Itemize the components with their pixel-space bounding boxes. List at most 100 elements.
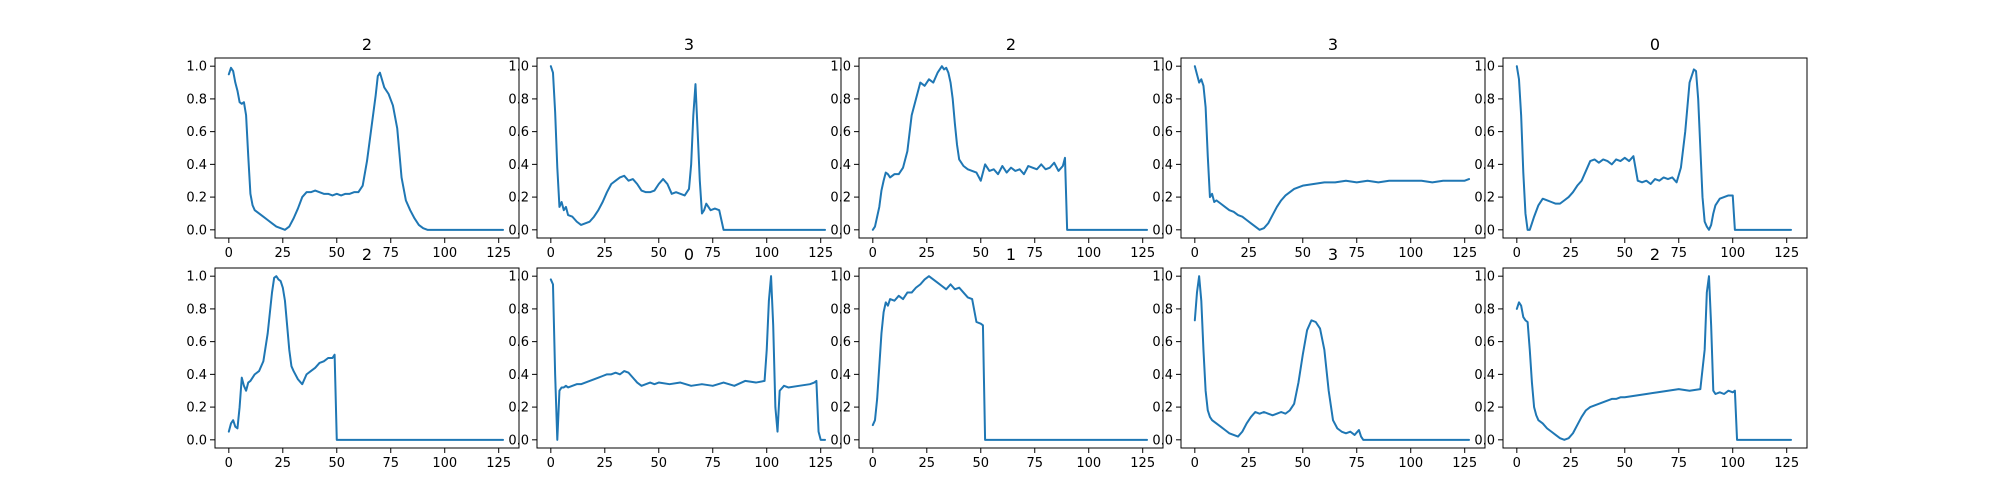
y-tick-label: 0.2 bbox=[1152, 191, 1173, 206]
x-tick-label: 75 bbox=[1348, 246, 1365, 261]
subplot-4: 3 0 25 50 75 100 125 0.0 0.2 0.4 0.6 0.8 1.0 bbox=[1152, 35, 1486, 261]
series-line bbox=[1193, 65, 1471, 231]
x-tick-label: 0 bbox=[1191, 456, 1199, 471]
series-line bbox=[227, 66, 505, 231]
x-tick-label: 0 bbox=[547, 246, 555, 261]
x-tick-label: 100 bbox=[754, 246, 779, 261]
series-line bbox=[227, 275, 505, 441]
x-tick-label: 50 bbox=[972, 456, 989, 471]
x-tick-label: 0 bbox=[869, 456, 877, 471]
x-tick-label: 25 bbox=[1241, 456, 1258, 471]
y-tick-label: 0.8 bbox=[830, 302, 851, 317]
x-tick-label: 100 bbox=[432, 456, 457, 471]
y-tick-label: 0.6 bbox=[830, 335, 851, 350]
x-tick-label: 0 bbox=[1513, 246, 1521, 261]
y-tick-label: 0.0 bbox=[830, 433, 851, 448]
y-tick-label: 0.6 bbox=[508, 125, 529, 140]
x-tick-label: 50 bbox=[328, 456, 345, 471]
x-tick-label: 75 bbox=[704, 456, 721, 471]
x-tick-label: 50 bbox=[328, 246, 345, 261]
x-tick-label: 50 bbox=[1616, 246, 1633, 261]
axes-frame bbox=[858, 57, 1164, 239]
x-tick-label: 100 bbox=[1720, 246, 1745, 261]
axes-frame bbox=[858, 267, 1164, 449]
subplot-title: 3 bbox=[1328, 245, 1338, 264]
y-tick-label: 1.0 bbox=[186, 60, 207, 75]
x-tick-label: 125 bbox=[808, 456, 833, 471]
series-line bbox=[871, 275, 1149, 441]
x-tick-label: 25 bbox=[275, 456, 292, 471]
y-tick-label: 0.6 bbox=[1152, 335, 1173, 350]
y-tick-label: 0.2 bbox=[830, 401, 851, 416]
axes-frame bbox=[536, 57, 842, 239]
x-tick-label: 100 bbox=[754, 456, 779, 471]
y-tick-label: 1.0 bbox=[1152, 270, 1173, 285]
y-tick-label: 0.0 bbox=[186, 223, 207, 238]
x-tick-label: 125 bbox=[808, 246, 833, 261]
subplot-title: 2 bbox=[1006, 35, 1016, 54]
x-tick-label: 125 bbox=[486, 246, 511, 261]
y-tick-label: 1.0 bbox=[830, 60, 851, 75]
y-tick-label: 0.8 bbox=[1474, 302, 1495, 317]
y-tick-label: 0.0 bbox=[508, 433, 529, 448]
axes-frame bbox=[214, 57, 520, 239]
x-tick-label: 125 bbox=[1452, 246, 1477, 261]
x-tick-label: 50 bbox=[650, 456, 667, 471]
x-tick-label: 100 bbox=[1076, 246, 1101, 261]
y-tick-label: 0.6 bbox=[186, 125, 207, 140]
subplot-title: 3 bbox=[1328, 35, 1338, 54]
y-tick-label: 0.4 bbox=[1474, 158, 1495, 173]
x-tick-label: 75 bbox=[382, 246, 399, 261]
y-tick-label: 0.0 bbox=[508, 223, 529, 238]
y-tick-label: 0.4 bbox=[830, 368, 851, 383]
series-line bbox=[871, 65, 1149, 231]
x-tick-label: 0 bbox=[225, 246, 233, 261]
x-tick-label: 100 bbox=[1720, 456, 1745, 471]
y-tick-label: 0.2 bbox=[186, 401, 207, 416]
subplot-5: 0 0 25 50 75 100 125 0.0 0.2 0.4 0.6 0.8 1.0 bbox=[1474, 35, 1808, 261]
x-tick-label: 75 bbox=[1670, 246, 1687, 261]
x-tick-label: 50 bbox=[1294, 456, 1311, 471]
x-tick-label: 125 bbox=[1130, 246, 1155, 261]
y-tick-label: 0.4 bbox=[1152, 158, 1173, 173]
y-tick-label: 1.0 bbox=[186, 270, 207, 285]
x-tick-label: 75 bbox=[382, 456, 399, 471]
y-tick-label: 0.2 bbox=[830, 191, 851, 206]
y-tick-label: 0.4 bbox=[1152, 368, 1173, 383]
x-tick-label: 125 bbox=[486, 456, 511, 471]
x-tick-label: 75 bbox=[1026, 246, 1043, 261]
x-tick-label: 25 bbox=[919, 246, 936, 261]
x-tick-label: 125 bbox=[1774, 246, 1799, 261]
subplot-title: 2 bbox=[362, 35, 372, 54]
y-tick-label: 0.4 bbox=[186, 158, 207, 173]
y-tick-label: 0.8 bbox=[830, 92, 851, 107]
x-tick-label: 25 bbox=[1563, 456, 1580, 471]
x-tick-label: 0 bbox=[225, 456, 233, 471]
y-tick-label: 0.0 bbox=[1152, 433, 1173, 448]
y-tick-label: 0.4 bbox=[186, 368, 207, 383]
x-tick-label: 25 bbox=[1563, 246, 1580, 261]
y-tick-label: 0.2 bbox=[508, 191, 529, 206]
y-tick-label: 0.6 bbox=[508, 335, 529, 350]
subplot-8: 1 0 25 50 75 100 125 0.0 0.2 0.4 0.6 0.8 1.0 bbox=[830, 245, 1164, 471]
x-tick-label: 50 bbox=[1616, 456, 1633, 471]
x-tick-label: 125 bbox=[1452, 456, 1477, 471]
subplot-title: 0 bbox=[684, 245, 694, 264]
x-tick-label: 0 bbox=[547, 456, 555, 471]
y-tick-label: 0.2 bbox=[1474, 401, 1495, 416]
subplot-1: 2 0 25 50 75 100 125 0.0 0.2 0.4 0.6 0.8 1.0 bbox=[186, 35, 520, 261]
series-line bbox=[549, 65, 827, 231]
subplot-7: 0 0 25 50 75 100 125 0.0 0.2 0.4 0.6 0.8 1.0 bbox=[508, 245, 842, 471]
y-tick-label: 0.0 bbox=[186, 433, 207, 448]
y-tick-label: 0.8 bbox=[186, 302, 207, 317]
y-tick-label: 0.6 bbox=[830, 125, 851, 140]
y-tick-label: 0.4 bbox=[508, 368, 529, 383]
x-tick-label: 25 bbox=[1241, 246, 1258, 261]
x-tick-label: 75 bbox=[1670, 456, 1687, 471]
axes-frame bbox=[1502, 57, 1808, 239]
y-tick-label: 0.0 bbox=[1474, 223, 1495, 238]
x-tick-label: 50 bbox=[1294, 246, 1311, 261]
series-line bbox=[1515, 65, 1793, 231]
subplot-title: 2 bbox=[1650, 245, 1660, 264]
